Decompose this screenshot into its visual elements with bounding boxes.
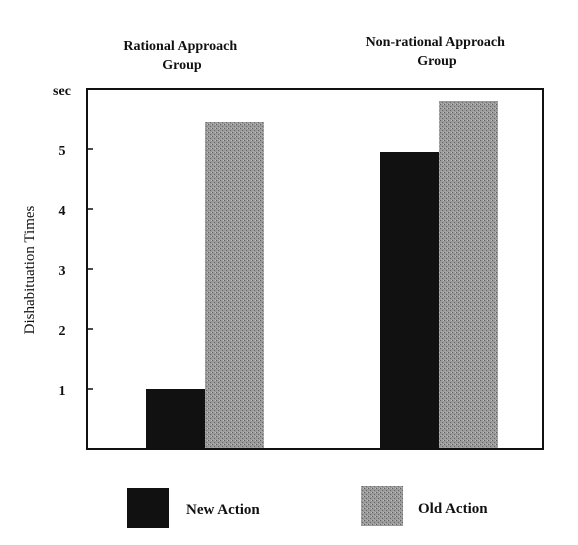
bar-new-action-0 — [146, 389, 205, 449]
y-tick-label: 4 — [59, 204, 66, 219]
y-axis-label: Dishabituation Times — [22, 205, 38, 334]
legend-swatch-new-action — [127, 488, 169, 528]
group-title-0-line-2: Group — [162, 58, 202, 73]
legend-swatch-old-action — [361, 486, 403, 526]
group-title-0-line-1: Rational Approach — [123, 39, 237, 54]
y-tick-label: 5 — [59, 144, 66, 159]
group-title-1-line-2: Group — [417, 54, 457, 69]
legend: New Action Old Action — [127, 486, 488, 528]
y-tick-label: 1 — [59, 384, 66, 399]
group-title-1: Non-rational Approach Group — [366, 35, 509, 69]
legend-label-new-action: New Action — [186, 502, 260, 518]
y-tick-label: 2 — [59, 324, 66, 339]
bar-old-action-1 — [439, 101, 498, 449]
y-tick-label: 3 — [59, 264, 66, 279]
bar-old-action-0 — [205, 122, 264, 449]
bar-new-action-1 — [380, 152, 439, 449]
group-title-0: Rational Approach Group — [123, 39, 240, 73]
legend-label-old-action: Old Action — [418, 501, 488, 517]
bars-layer — [146, 101, 498, 449]
group-title-1-line-1: Non-rational Approach — [366, 35, 506, 50]
y-unit-label: sec — [53, 84, 71, 99]
